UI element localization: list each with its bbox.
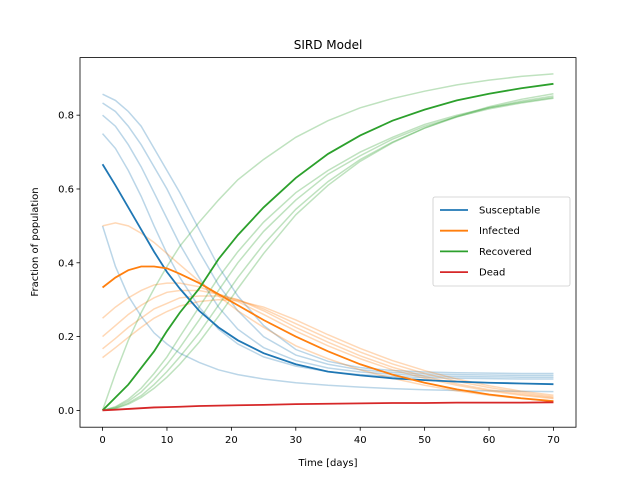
plot-frame bbox=[79, 57, 577, 428]
x-axis-ticks: 0 10 20 30 40 50 60 70 bbox=[99, 427, 560, 446]
series-line-recovered bbox=[101, 82, 554, 412]
series-line-dead bbox=[102, 401, 554, 412]
faint-line-susceptable-3 bbox=[102, 102, 554, 377]
x-tick-label-50: 50 bbox=[418, 435, 431, 446]
faint-line-recovered-10 bbox=[101, 73, 554, 411]
x-axis-label: Time [days] bbox=[297, 458, 357, 469]
chart-title: SIRD Model bbox=[294, 38, 363, 52]
series-line-susceptable bbox=[101, 163, 554, 386]
faint-line-recovered-14 bbox=[102, 93, 554, 412]
series-line-infected bbox=[101, 265, 554, 403]
x-tick-label-30: 30 bbox=[289, 435, 302, 446]
faint-line-infected-9 bbox=[102, 298, 554, 397]
x-tick-label-10: 10 bbox=[161, 435, 174, 446]
y-tick-label-2: 0.4 bbox=[58, 258, 74, 269]
x-tick-label-40: 40 bbox=[354, 435, 367, 446]
legend-label-dead: Dead bbox=[479, 268, 505, 279]
faint-line-recovered-13 bbox=[102, 95, 554, 412]
y-axis-ticks: 0.0 0.2 0.4 0.6 0.8 bbox=[58, 111, 80, 417]
y-axis-label: Fraction of population bbox=[30, 187, 41, 296]
x-tick-label-20: 20 bbox=[225, 435, 238, 446]
x-tick-label-0: 0 bbox=[99, 435, 105, 446]
faint-line-infected-6 bbox=[102, 282, 554, 400]
faint-line-infected-7 bbox=[102, 289, 554, 399]
x-tick-label-60: 60 bbox=[483, 435, 496, 446]
faint-line-recovered-12 bbox=[102, 97, 554, 412]
main-series-group bbox=[101, 82, 554, 412]
faint-line-susceptable-1 bbox=[101, 133, 554, 380]
legend-label-susceptable: Susceptable bbox=[479, 206, 540, 217]
legend: Susceptable Infected Recovered Dead bbox=[432, 196, 571, 287]
faint-line-susceptable-0 bbox=[101, 225, 554, 393]
x-tick-label-70: 70 bbox=[547, 435, 560, 446]
legend-label-infected: Infected bbox=[479, 226, 520, 237]
faint-series-group bbox=[101, 73, 554, 412]
y-tick-label-3: 0.6 bbox=[58, 184, 74, 195]
faint-line-infected-8 bbox=[102, 295, 554, 398]
faint-line-susceptable-2 bbox=[102, 114, 554, 378]
faint-line-recovered-11 bbox=[102, 96, 554, 412]
y-tick-label-0: 0.0 bbox=[58, 406, 74, 417]
faint-line-susceptable-4 bbox=[102, 93, 554, 375]
y-tick-label-4: 0.8 bbox=[58, 111, 74, 122]
legend-box bbox=[432, 196, 571, 287]
legend-label-recovered: Recovered bbox=[479, 247, 532, 258]
y-tick-label-1: 0.2 bbox=[58, 332, 74, 343]
